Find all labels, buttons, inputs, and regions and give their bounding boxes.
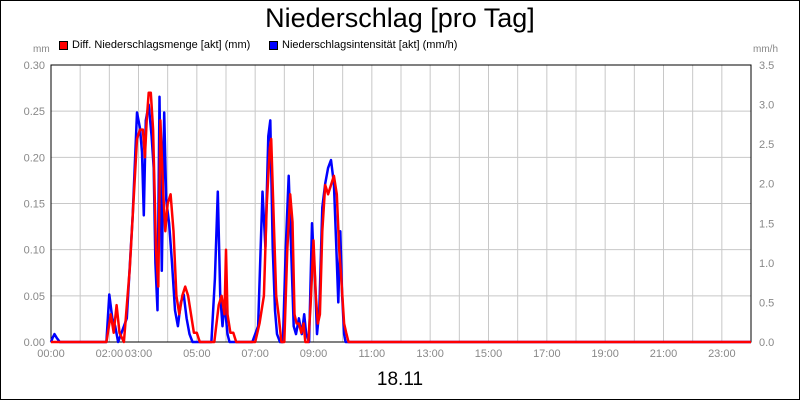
- x-tick-label: 11:00: [358, 348, 385, 360]
- x-tick-label: 21:00: [650, 348, 678, 360]
- legend-swatch-red: [59, 40, 68, 50]
- y-right-tick-label: 1.0: [759, 258, 774, 270]
- y-left-tick-label: 0.20: [24, 152, 45, 164]
- x-tick-label: 00:00: [37, 348, 65, 360]
- legend-label-menge: Diff. Niederschlagsmenge [akt] (mm): [72, 39, 251, 51]
- y-right-tick-label: 2.0: [759, 179, 774, 191]
- y-left-tick-label: 0.00: [24, 337, 45, 349]
- x-axis-date-label: 18.11: [376, 369, 424, 390]
- y-right-tick-label: 1.5: [759, 218, 774, 230]
- series-line-menge: [51, 91, 751, 344]
- y-right-tick-label: 0.5: [759, 297, 774, 309]
- y-left-tick-label: 0.25: [24, 106, 45, 118]
- x-tick-label: 05:00: [183, 348, 211, 360]
- y-left-tick-label: 0.10: [24, 245, 45, 257]
- right-axis-unit: mm/h: [753, 44, 778, 55]
- y-right-tick-label: 2.5: [759, 139, 774, 151]
- x-tick-label: 03:00: [125, 348, 153, 360]
- x-tick-label: 15:00: [475, 348, 503, 360]
- x-tick-label: 17:00: [533, 348, 561, 360]
- x-tick-label: 07:00: [241, 348, 269, 360]
- chart-title: Niederschlag [pro Tag]: [265, 3, 535, 33]
- y-right-tick-label: 3.0: [759, 100, 774, 112]
- x-tick-label: 02:00: [96, 348, 124, 360]
- y-right-tick-label: 0.0: [759, 337, 774, 349]
- legend-item-menge: Diff. Niederschlagsmenge [akt] (mm): [59, 39, 250, 51]
- y-right-tick-label: 3.5: [759, 60, 774, 72]
- y-left-tick-label: 0.05: [24, 291, 45, 303]
- x-tick-label: 09:00: [300, 348, 328, 360]
- left-axis-unit: mm: [33, 44, 50, 55]
- legend-swatch-blue: [269, 40, 278, 50]
- x-tick-label: 23:00: [708, 348, 736, 360]
- x-tick-label: 13:00: [416, 348, 444, 360]
- y-left-tick-label: 0.15: [24, 199, 45, 211]
- x-tick-label: 19:00: [591, 348, 619, 360]
- y-left-tick-label: 0.30: [24, 60, 45, 72]
- legend-item-intensitaet: Niederschlagsintensität [akt] (mm/h): [269, 39, 457, 51]
- legend-label-intensitaet: Niederschlagsintensität [akt] (mm/h): [282, 39, 458, 51]
